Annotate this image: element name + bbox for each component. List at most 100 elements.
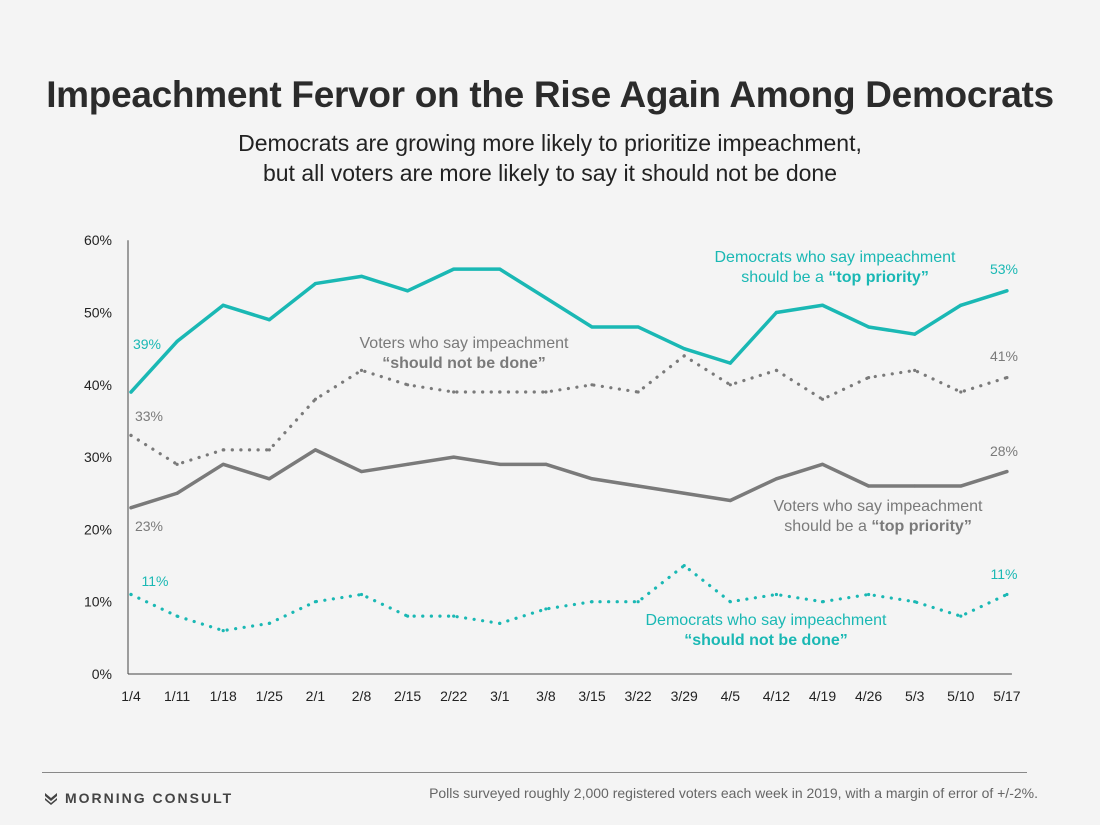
x-tick-label: 3/8 xyxy=(536,688,556,704)
data-point-dem_not_done xyxy=(590,600,594,604)
data-point-dem_top xyxy=(1005,289,1009,293)
data-point-all_not_done xyxy=(452,390,456,394)
data-point-all_not_done xyxy=(267,448,271,452)
data-point-dem_top xyxy=(129,390,133,394)
series-label-dem_not_done-line-2: “should not be done” xyxy=(684,632,848,649)
data-point-all_top xyxy=(221,462,225,466)
x-tick-label: 3/15 xyxy=(578,688,605,704)
data-point-dem_not_done xyxy=(498,621,502,625)
y-tick-label: 60% xyxy=(84,232,112,248)
y-tick-label: 0% xyxy=(92,666,112,682)
data-point-dem_top xyxy=(590,325,594,329)
y-tick-label: 50% xyxy=(84,305,112,321)
data-point-all_not_done xyxy=(867,375,871,380)
data-point-dem_not_done xyxy=(406,614,410,618)
data-point-all_top xyxy=(590,477,594,481)
data-point-dem_not_done xyxy=(820,600,825,604)
footnote: Polls surveyed roughly 2,000 registered … xyxy=(429,785,1038,801)
data-point-all_not_done xyxy=(590,383,594,387)
series-label-all_top-line-1: Voters who say impeachment xyxy=(774,498,984,515)
data-point-all_top xyxy=(406,462,410,466)
data-point-all_top xyxy=(129,506,133,510)
x-tick-label: 1/11 xyxy=(164,688,190,704)
data-point-all_not_done xyxy=(544,390,548,394)
data-label-end-all_not_done: 41% xyxy=(990,348,1018,364)
data-point-dem_top xyxy=(774,310,779,315)
x-tick-label: 3/29 xyxy=(671,688,698,704)
data-point-dem_not_done xyxy=(774,592,779,597)
x-tick-label: 4/19 xyxy=(809,688,836,704)
data-label-end-dem_top: 53% xyxy=(990,261,1018,277)
data-point-all_not_done xyxy=(175,462,179,466)
data-point-all_not_done xyxy=(1005,375,1009,380)
series-line-all_not_done xyxy=(129,354,1009,466)
data-point-dem_top xyxy=(359,274,364,278)
data-point-all_not_done xyxy=(313,397,317,401)
x-tick-label: 4/5 xyxy=(721,688,741,704)
data-point-dem_top xyxy=(221,303,225,307)
series-label-all_top-line-2: should be a “top priority” xyxy=(784,518,972,535)
x-tick-label: 5/10 xyxy=(947,688,974,704)
data-point-dem_top xyxy=(452,267,456,271)
data-label-start-dem_top: 39% xyxy=(133,336,161,352)
brand-name: MORNING CONSULT xyxy=(65,790,234,806)
data-point-all_not_done xyxy=(913,368,917,372)
brand: MORNING CONSULT xyxy=(44,790,233,806)
data-point-dem_top xyxy=(406,289,410,293)
data-point-dem_top xyxy=(867,325,871,329)
data-label-start-dem_not_done: 11% xyxy=(142,573,169,589)
data-point-all_not_done xyxy=(959,390,963,394)
data-point-all_top xyxy=(774,477,779,481)
data-point-all_top xyxy=(636,484,640,488)
data-point-dem_not_done xyxy=(682,563,686,568)
data-point-dem_not_done xyxy=(959,614,963,618)
x-tick-label: 1/4 xyxy=(121,688,141,704)
data-point-all_not_done xyxy=(636,390,640,394)
x-tick-label: 3/1 xyxy=(490,688,510,704)
series-line-dem_not_done xyxy=(129,563,1009,633)
data-label-start-all_not_done: 33% xyxy=(135,408,163,424)
x-tick-label: 4/12 xyxy=(763,688,790,704)
footer-divider xyxy=(42,772,1027,773)
data-point-dem_not_done xyxy=(452,614,456,618)
data-point-dem_top xyxy=(636,325,640,329)
y-tick-label: 40% xyxy=(84,377,112,393)
data-point-all_top xyxy=(313,448,317,452)
x-tick-label: 2/22 xyxy=(440,688,467,704)
data-point-all_not_done xyxy=(820,397,825,401)
data-point-dem_not_done xyxy=(867,592,871,597)
data-label-end-all_top: 28% xyxy=(990,443,1018,459)
data-point-dem_top xyxy=(728,361,732,365)
data-point-dem_top xyxy=(175,339,179,344)
data-point-dem_top xyxy=(313,281,317,286)
series-label-dem_top-line-1: Democrats who say impeachment xyxy=(715,249,957,266)
x-tick-label: 5/17 xyxy=(993,688,1020,704)
data-point-dem_not_done xyxy=(636,600,640,604)
data-point-all_top xyxy=(1005,469,1009,474)
data-point-all_top xyxy=(820,462,825,466)
data-point-dem_top xyxy=(913,332,917,336)
chart-title: Impeachment Fervor on the Rise Again Amo… xyxy=(46,74,1054,115)
data-point-dem_not_done xyxy=(544,607,548,611)
data-point-dem_not_done xyxy=(359,592,364,597)
data-label-start-all_top: 23% xyxy=(135,518,163,534)
data-point-all_not_done xyxy=(129,433,133,438)
data-point-dem_top xyxy=(267,318,271,322)
data-point-dem_top xyxy=(959,303,963,307)
data-point-dem_not_done xyxy=(313,600,317,604)
morning-consult-logo-icon xyxy=(45,793,57,805)
data-point-dem_top xyxy=(544,296,548,300)
x-tick-label: 4/26 xyxy=(855,688,882,704)
data-point-all_top xyxy=(267,477,271,481)
data-point-dem_not_done xyxy=(913,600,917,604)
data-point-all_top xyxy=(913,484,917,488)
chart-subtitle-line-1: Democrats are growing more likely to pri… xyxy=(238,130,862,156)
x-tick-label: 2/15 xyxy=(394,688,421,704)
data-point-all_not_done xyxy=(359,368,364,372)
data-point-dem_not_done xyxy=(221,629,225,633)
data-point-all_top xyxy=(867,484,871,488)
y-tick-label: 20% xyxy=(84,521,112,537)
data-point-all_not_done xyxy=(498,390,502,394)
data-point-all_top xyxy=(728,498,732,503)
